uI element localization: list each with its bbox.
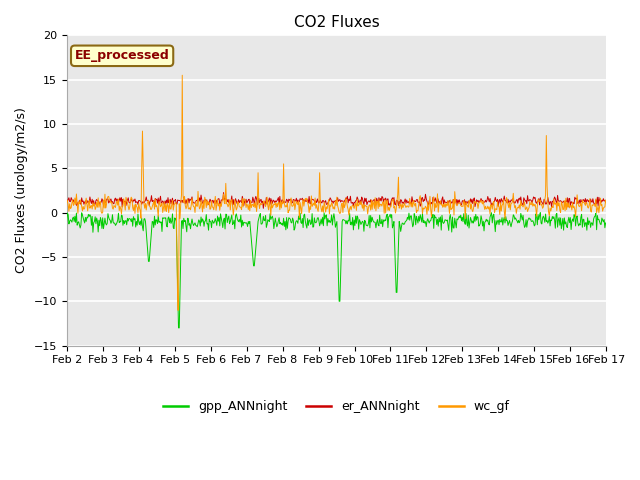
Legend: gpp_ANNnight, er_ANNnight, wc_gf: gpp_ANNnight, er_ANNnight, wc_gf [158,396,515,418]
Title: CO2 Fluxes: CO2 Fluxes [294,15,380,30]
Text: EE_processed: EE_processed [75,49,170,62]
Y-axis label: CO2 Fluxes (urology/m2/s): CO2 Fluxes (urology/m2/s) [15,108,28,274]
